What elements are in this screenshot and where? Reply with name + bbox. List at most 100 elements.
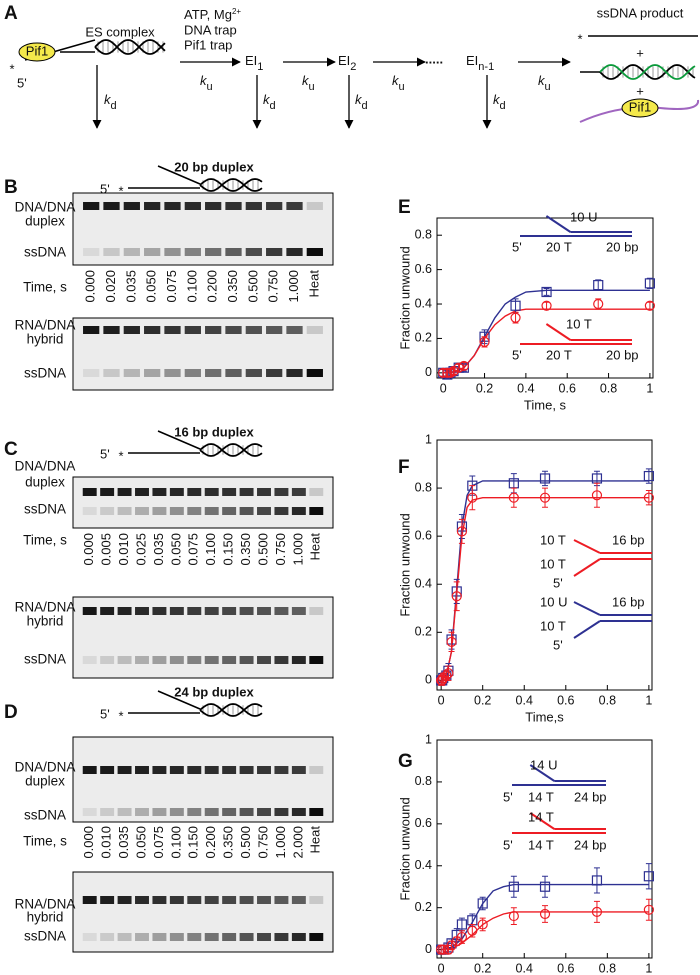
data-point	[591, 875, 603, 886]
lane-label: 0.500	[245, 270, 260, 303]
subscript: u	[309, 81, 315, 93]
stroke-line	[157, 165, 201, 185]
lane-label: 1.000	[273, 826, 288, 859]
subscript: 2	[350, 61, 356, 73]
row-label: RNA/DNA	[15, 318, 76, 333]
error-bar	[543, 301, 550, 310]
y-tick-label: 0.8	[415, 774, 432, 788]
fit-curve	[440, 497, 649, 681]
data-point	[467, 492, 478, 503]
x-tick-label: 1	[645, 961, 652, 975]
gel-band	[257, 656, 271, 664]
row-label: DNA/DNA	[15, 200, 76, 215]
helix-strand	[199, 703, 263, 717]
inset-label: 20 bp	[606, 347, 639, 362]
inset-label: 14 T	[528, 837, 554, 852]
data-point	[644, 300, 655, 311]
gel-band	[82, 488, 97, 496]
data-point	[593, 298, 604, 310]
gel-image	[72, 736, 334, 823]
lane-label: 0.000	[83, 270, 98, 303]
gel-band	[117, 488, 132, 496]
panel-label: D	[4, 702, 18, 723]
stroke-line	[573, 601, 601, 616]
panel-label: C	[4, 439, 18, 460]
inset-label: 5'	[512, 239, 522, 254]
symbol: k	[263, 92, 271, 107]
helix-strand	[199, 703, 263, 717]
gel-band	[306, 248, 323, 256]
x-axis-label: Time,s	[525, 709, 564, 724]
inset-label: 10 T	[540, 556, 566, 571]
gel-band	[117, 607, 132, 615]
x-tick-label: 0.4	[517, 381, 534, 395]
gel-band	[274, 607, 289, 615]
gel-band	[204, 656, 219, 664]
inset-label: 10 U	[540, 594, 567, 609]
gel-band	[117, 896, 132, 904]
gel-band	[225, 326, 242, 334]
lane-label: 0.010	[116, 533, 131, 566]
error-bar	[453, 581, 460, 612]
gel-band	[117, 507, 132, 515]
gel-band	[274, 656, 289, 664]
lane-label: 0.050	[133, 826, 148, 859]
x-tick-label: 0	[438, 693, 445, 707]
lane-label: 0.150	[186, 826, 201, 859]
gel-band	[187, 766, 202, 774]
gel-band	[164, 202, 181, 210]
gel-image	[72, 596, 334, 679]
gel-band	[239, 808, 254, 816]
gel-band	[225, 248, 242, 256]
gel-band	[239, 488, 254, 496]
gel-band	[82, 507, 97, 515]
data-point	[443, 668, 454, 679]
gel-band	[274, 808, 289, 816]
panel-label: E	[398, 197, 411, 218]
subscript: 1	[257, 61, 263, 73]
lane-label: 0.000	[81, 533, 96, 566]
gel-band	[152, 607, 167, 615]
stroke-line	[545, 323, 571, 341]
y-axis-label: Fraction unwound	[397, 246, 412, 349]
error-bar	[646, 277, 653, 290]
inset-label: 10 T	[540, 618, 566, 633]
gel-band	[222, 507, 237, 515]
y-tick-label: 0.8	[415, 228, 432, 242]
gel-band	[205, 248, 222, 256]
data-point	[643, 904, 654, 915]
gel-band	[117, 766, 132, 774]
gel-band	[291, 656, 306, 664]
data-point	[541, 286, 552, 298]
atp: ATP, Mg	[184, 7, 232, 22]
gel-band	[187, 808, 202, 816]
label: ssDNA product	[597, 5, 684, 20]
gel-band	[274, 507, 289, 515]
error-bar	[510, 487, 517, 508]
gel-band	[245, 248, 262, 256]
gel-band	[152, 808, 167, 816]
gel-band	[291, 933, 306, 941]
subscript: u	[207, 81, 213, 93]
gel-band	[135, 507, 149, 515]
stroke-line	[573, 620, 601, 639]
gel-band	[205, 369, 222, 377]
x-tick-label: 0.6	[557, 693, 574, 707]
row-label: RNA/DNA	[15, 600, 76, 615]
row-label: ssDNA	[24, 366, 66, 381]
inset-label: 5'	[553, 637, 563, 652]
inset-label: 16 bp	[612, 532, 645, 547]
gel-band	[117, 933, 132, 941]
subscript: u	[399, 81, 405, 93]
gel-band	[123, 326, 140, 334]
error-bar	[450, 367, 457, 376]
panel-label: B	[4, 177, 18, 198]
gel-band	[306, 202, 323, 210]
gel-band	[184, 248, 201, 256]
lane-label: 0.020	[103, 270, 118, 303]
error-bar	[510, 875, 517, 898]
gel-band	[82, 766, 97, 774]
gel-band	[169, 507, 184, 515]
gel-band	[306, 369, 323, 377]
gel-band	[135, 488, 149, 496]
